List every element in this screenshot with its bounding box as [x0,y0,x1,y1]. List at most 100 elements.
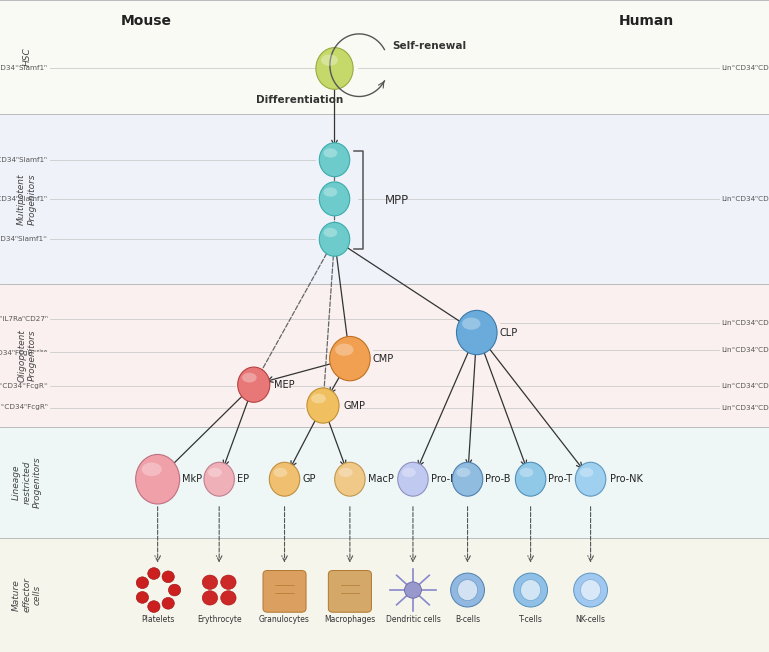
Ellipse shape [451,573,484,607]
Ellipse shape [339,467,353,477]
Ellipse shape [238,367,270,402]
Ellipse shape [458,580,478,600]
Text: Pro-B: Pro-B [485,474,511,484]
Ellipse shape [162,571,175,583]
Text: Lin⁼KitⁿSca1⁼CD34ⁿFcgRⁿ: Lin⁼KitⁿSca1⁼CD34ⁿFcgRⁿ [0,404,48,411]
Ellipse shape [168,584,181,596]
Bar [0,427,769,538]
FancyBboxPatch shape [328,570,371,612]
Ellipse shape [321,54,338,66]
Ellipse shape [136,591,148,603]
Text: Lin⁼KitⁿSca1⁼CD34⁼FcgR⁼: Lin⁼KitⁿSca1⁼CD34⁼FcgR⁼ [0,383,48,389]
Text: Lin⁼Flk2ⁿIL7RaⁿCD27ⁿ: Lin⁼Flk2ⁿIL7RaⁿCD27ⁿ [0,316,48,323]
Ellipse shape [575,462,606,496]
Ellipse shape [316,48,353,89]
Text: Erythrocyte: Erythrocyte [197,615,241,624]
Ellipse shape [452,462,483,496]
Ellipse shape [311,394,326,404]
Ellipse shape [136,577,148,589]
Ellipse shape [520,467,534,477]
Ellipse shape [457,467,471,477]
Ellipse shape [202,591,218,605]
Text: Lin⁼CD34ⁿCD38⁼CD90ⁿCD45RA⁼: Lin⁼CD34ⁿCD38⁼CD90ⁿCD45RA⁼ [721,65,769,72]
Text: Lin⁼KitⁿSca1ⁿFlk2ⁿCD34ⁿSlamf1ⁿ: Lin⁼KitⁿSca1ⁿFlk2ⁿCD34ⁿSlamf1ⁿ [0,196,48,202]
Text: Mature
effector
cells: Mature effector cells [12,578,42,612]
Text: Granulocytes: Granulocytes [259,615,310,624]
Ellipse shape [402,467,416,477]
Text: EP: EP [237,474,249,484]
Text: Differentiation: Differentiation [256,95,344,104]
Text: MEP: MEP [274,379,295,390]
Text: Lin⁼CD34ⁿCD38ⁿCD10ⁿ: Lin⁼CD34ⁿCD38ⁿCD10ⁿ [721,319,769,326]
Text: Lin⁼CD34ⁿCD38ⁿIL3Ra⁼CD45RA⁼: Lin⁼CD34ⁿCD38ⁿIL3Ra⁼CD45RA⁼ [721,383,769,389]
Ellipse shape [319,182,350,216]
Ellipse shape [514,573,548,607]
Text: Macrophages: Macrophages [325,615,375,624]
Ellipse shape [457,310,497,355]
Bar [0,284,769,427]
Text: MPP: MPP [384,194,408,207]
Ellipse shape [204,462,235,496]
Text: Self-renewal: Self-renewal [392,40,466,51]
Ellipse shape [580,467,594,477]
Ellipse shape [135,454,180,504]
Text: Lineage
restricted
Progenitors: Lineage restricted Progenitors [12,456,42,509]
Text: Mouse: Mouse [121,14,171,28]
Ellipse shape [574,573,608,607]
Text: MacP: MacP [368,474,394,484]
Bar [0,114,769,284]
Ellipse shape [274,467,288,477]
Ellipse shape [335,344,354,356]
Text: Lin⁼CD34ⁿCD38ⁿIL3Ra⁼ᵉˡᵒʷCD45RA⁼: Lin⁼CD34ⁿCD38ⁿIL3Ra⁼ᵉˡᵒʷCD45RA⁼ [721,347,769,353]
Text: CLP: CLP [500,327,518,338]
Ellipse shape [148,568,160,580]
Text: B-cells: B-cells [455,615,480,624]
Ellipse shape [307,388,339,423]
Ellipse shape [221,591,236,605]
Ellipse shape [515,462,546,496]
Text: Pro-T: Pro-T [548,474,572,484]
Text: Human: Human [618,14,674,28]
Text: Multipotent
Progenitors: Multipotent Progenitors [17,173,37,225]
Ellipse shape [330,336,370,381]
Ellipse shape [462,318,481,330]
Text: Lin⁼KitⁿSca1ⁿFlk2⁼CD34⁼Slamf1ⁿ: Lin⁼KitⁿSca1ⁿFlk2⁼CD34⁼Slamf1ⁿ [0,65,48,72]
Ellipse shape [319,143,350,177]
Ellipse shape [324,148,338,158]
Ellipse shape [398,462,428,496]
Text: GP: GP [302,474,316,484]
Ellipse shape [335,462,365,496]
Ellipse shape [202,575,218,589]
Text: Lin⁼CD34ⁿCD38ⁿIL3RaⁿCD45RA⁼: Lin⁼CD34ⁿCD38ⁿIL3RaⁿCD45RA⁼ [721,404,769,411]
Text: Lin⁼KitⁿSca1ⁿFlk2⁼CD34ⁿSlamf1ⁿ: Lin⁼KitⁿSca1ⁿFlk2⁼CD34ⁿSlamf1ⁿ [0,156,48,163]
Text: Lin⁼CD34ⁿCD38⁼CD90⁼CD45RA⁼: Lin⁼CD34ⁿCD38⁼CD90⁼CD45RA⁼ [721,196,769,202]
Ellipse shape [162,597,175,609]
Ellipse shape [581,580,601,600]
Text: CMP: CMP [373,353,394,364]
Text: NK-cells: NK-cells [575,615,606,624]
Text: Lin⁼KitⁿSca1⁼/lowCD34ⁿFcgR⁼ᵉˡᵒʷ: Lin⁼KitⁿSca1⁼/lowCD34ⁿFcgR⁼ᵉˡᵒʷ [0,349,48,355]
Text: GMP: GMP [344,400,366,411]
Text: T-cells: T-cells [518,615,543,624]
Text: Dendritic cells: Dendritic cells [385,615,441,624]
Text: Oligopotent
Progenitors: Oligopotent Progenitors [17,329,37,382]
Text: Lin⁼KitⁿSca1ⁿFlk2ⁿCD34ⁿSlamf1⁼: Lin⁼KitⁿSca1ⁿFlk2ⁿCD34ⁿSlamf1⁼ [0,236,48,243]
Bar [0,538,769,652]
Ellipse shape [269,462,300,496]
FancyBboxPatch shape [263,570,306,612]
Ellipse shape [324,228,338,237]
Ellipse shape [148,600,160,612]
Ellipse shape [521,580,541,600]
Ellipse shape [404,582,421,599]
Text: Pro-DC: Pro-DC [431,474,464,484]
Bar [0,0,769,114]
Text: Pro-NK: Pro-NK [610,474,643,484]
Ellipse shape [242,373,257,383]
Ellipse shape [319,222,350,256]
Ellipse shape [141,462,161,476]
Ellipse shape [208,467,222,477]
Ellipse shape [221,575,236,589]
Text: MkP: MkP [182,474,202,484]
Text: HSC: HSC [22,48,32,67]
Text: Platelets: Platelets [141,615,175,624]
